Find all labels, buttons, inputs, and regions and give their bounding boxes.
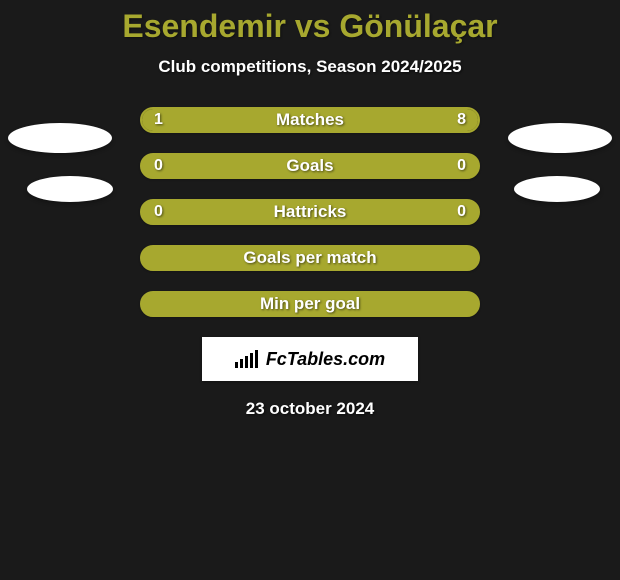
stat-label: Hattricks — [142, 201, 478, 223]
page-title: Esendemir vs Gönülaçar — [0, 8, 620, 45]
stat-bar: Hattricks0 0 — [140, 199, 480, 225]
source-logo: FcTables.com — [202, 337, 418, 381]
stat-value-right: 0 — [457, 155, 466, 177]
stat-bar: Goals per match — [140, 245, 480, 271]
stat-bar: Min per goal — [140, 291, 480, 317]
snapshot-date: 23 october 2024 — [0, 399, 620, 419]
avatar-right-secondary — [514, 176, 600, 202]
stat-value-left: 1 — [154, 109, 163, 131]
stat-value-right: 8 — [457, 109, 466, 131]
stat-bar: Matches1 8 — [140, 107, 480, 133]
comparison-card: Esendemir vs Gönülaçar Club competitions… — [0, 0, 620, 580]
stat-label: Goals per match — [142, 247, 478, 269]
avatar-left-primary — [8, 123, 112, 153]
stat-value-right: 0 — [457, 201, 466, 223]
avatar-left-secondary — [27, 176, 113, 202]
page-subtitle: Club competitions, Season 2024/2025 — [0, 57, 620, 77]
stat-label: Goals — [142, 155, 478, 177]
logo-text: FcTables.com — [266, 349, 385, 370]
stat-bar: Goals0 0 — [140, 153, 480, 179]
signal-icon — [235, 350, 260, 368]
stat-value-left: 0 — [154, 155, 163, 177]
stat-label: Min per goal — [142, 293, 478, 315]
avatar-right-primary — [508, 123, 612, 153]
stat-value-left: 0 — [154, 201, 163, 223]
stats-bars: Matches18Goals00Hattricks00Goals per mat… — [140, 107, 480, 317]
stat-label: Matches — [142, 109, 478, 131]
